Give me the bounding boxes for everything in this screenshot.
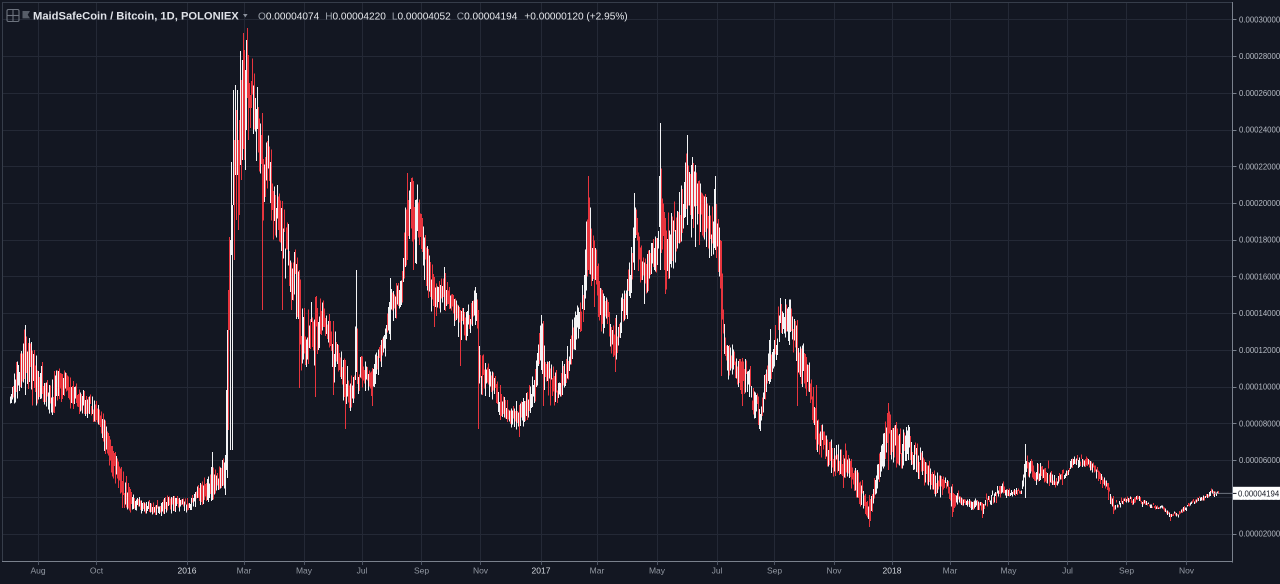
svg-text:0.00008000: 0.00008000 (1239, 419, 1280, 428)
svg-text:0.00010000: 0.00010000 (1239, 383, 1280, 392)
svg-text:Nov: Nov (826, 566, 842, 576)
svg-text:Jul: Jul (1062, 566, 1073, 576)
svg-text:Sep: Sep (414, 566, 429, 576)
svg-text:0.00020000: 0.00020000 (1239, 199, 1280, 208)
svg-text:Jul: Jul (712, 566, 723, 576)
svg-text:0.00018000: 0.00018000 (1239, 236, 1280, 245)
svg-text:Jul: Jul (357, 566, 368, 576)
svg-text:0.00024000: 0.00024000 (1239, 126, 1280, 135)
svg-text:0.00030000: 0.00030000 (1239, 15, 1280, 24)
svg-text:0.00016000: 0.00016000 (1239, 273, 1280, 282)
svg-text:May: May (1000, 566, 1017, 576)
svg-text:Mar: Mar (943, 566, 958, 576)
svg-text:May: May (296, 566, 313, 576)
svg-text:Oct: Oct (90, 566, 104, 576)
svg-text:Mar: Mar (237, 566, 252, 576)
svg-text:2017: 2017 (532, 566, 551, 576)
svg-text:0.00012000: 0.00012000 (1239, 346, 1280, 355)
svg-text:0.00026000: 0.00026000 (1239, 89, 1280, 98)
svg-text:0.00002000: 0.00002000 (1239, 530, 1280, 539)
svg-text:Sep: Sep (1119, 566, 1134, 576)
svg-text:0.00028000: 0.00028000 (1239, 52, 1280, 61)
svg-text:Aug: Aug (30, 566, 45, 576)
svg-text:0.00014000: 0.00014000 (1239, 309, 1280, 318)
svg-text:MaidSafeCoin / Bitcoin, 1D, PO: MaidSafeCoin / Bitcoin, 1D, POLONIEX (33, 11, 239, 23)
svg-text:Mar: Mar (590, 566, 605, 576)
svg-text:0.00004194: 0.00004194 (1238, 489, 1280, 498)
svg-text:2016: 2016 (178, 566, 197, 576)
svg-text:May: May (649, 566, 666, 576)
svg-text:Nov: Nov (1179, 566, 1195, 576)
svg-text:0.00022000: 0.00022000 (1239, 162, 1280, 171)
svg-text:Sep: Sep (767, 566, 782, 576)
svg-text:2018: 2018 (883, 566, 902, 576)
svg-text:0.00006000: 0.00006000 (1239, 456, 1280, 465)
svg-text:Nov: Nov (473, 566, 489, 576)
